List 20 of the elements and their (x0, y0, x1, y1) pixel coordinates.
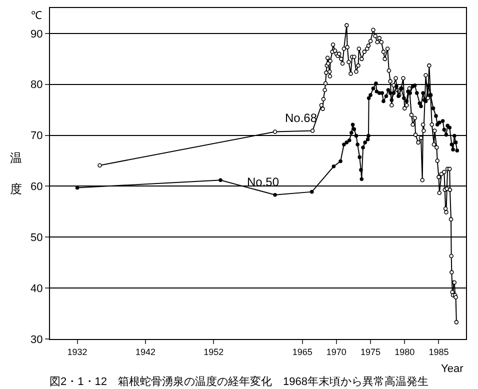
y-tick-label: 70 (30, 130, 43, 142)
y-tick-label: 90 (30, 28, 43, 40)
y-tick-label: 60 (30, 181, 43, 194)
series-label: No.68 (285, 111, 318, 125)
y-tick-label: 40 (30, 282, 43, 295)
x-tick-label: 1942 (135, 346, 156, 357)
y-tick-label: 30 (30, 334, 43, 346)
x-tick-label: 1980 (394, 346, 415, 357)
x-tick-label: 1965 (292, 346, 312, 357)
y-tick-label: 80 (30, 79, 43, 92)
text: 図2・1・12 箱根蛇骨湧泉の温度の経年変化 1968年末頃から異常高温発生 (50, 375, 428, 388)
x-tick-label: 1985 (428, 346, 449, 357)
x-tick-label: 1952 (204, 346, 224, 357)
text: ℃ (31, 10, 42, 22)
y-tick-label: 50 (30, 232, 43, 244)
text: 温度 (10, 151, 22, 196)
x-tick-label: 1975 (360, 346, 381, 357)
x-tick-label: 1932 (67, 346, 88, 357)
x-tick-label: 1970 (326, 346, 346, 357)
x-axis-title: Year (441, 363, 464, 375)
